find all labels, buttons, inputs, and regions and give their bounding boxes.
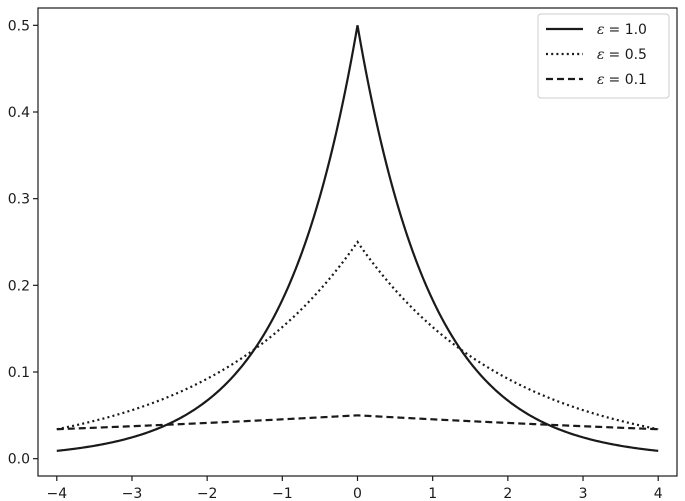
y-tick-label: 0.4: [8, 105, 30, 121]
legend-label-0: ε = 1.0: [597, 22, 647, 38]
series-line-2: [56, 414, 659, 431]
y-axis: 0.0 0.1 0.2 0.3 0.4 0.5: [8, 18, 38, 468]
legend-label-2: ε = 0.1: [597, 72, 647, 88]
legend-epsilon: ε: [597, 47, 605, 63]
legend-label-1: ε = 0.5: [597, 47, 647, 63]
y-tick-label: 0.2: [8, 278, 30, 294]
x-tick-label: 4: [654, 486, 663, 501]
legend-value: = 0.1: [609, 72, 647, 88]
series-line-0: [56, 25, 659, 452]
x-tick-label: 2: [503, 486, 512, 501]
x-tick-label: −2: [197, 486, 218, 501]
x-tick-label: 3: [579, 486, 588, 501]
x-tick-label: 1: [428, 486, 437, 501]
series-layer: [56, 25, 659, 452]
x-tick-label: 0: [353, 486, 362, 501]
y-tick-label: 0.1: [8, 365, 30, 381]
legend-epsilon: ε: [597, 72, 605, 88]
series-line-1: [56, 240, 659, 431]
x-tick-label: −3: [122, 486, 143, 501]
legend-value: = 0.5: [609, 47, 647, 63]
legend: ε = 1.0ε = 0.5ε = 0.1: [537, 13, 670, 99]
legend-epsilon: ε: [597, 22, 605, 38]
x-axis: −4 −3 −2 −1 0 1 2 3 4: [46, 476, 663, 501]
y-tick-label: 0.5: [8, 18, 30, 34]
y-tick-label: 0.0: [8, 452, 30, 468]
x-tick-label: −4: [46, 486, 67, 501]
x-tick-label: −1: [272, 486, 293, 501]
y-tick-label: 0.3: [8, 192, 30, 208]
legend-box: [537, 13, 670, 99]
legend-value: = 1.0: [609, 22, 647, 38]
